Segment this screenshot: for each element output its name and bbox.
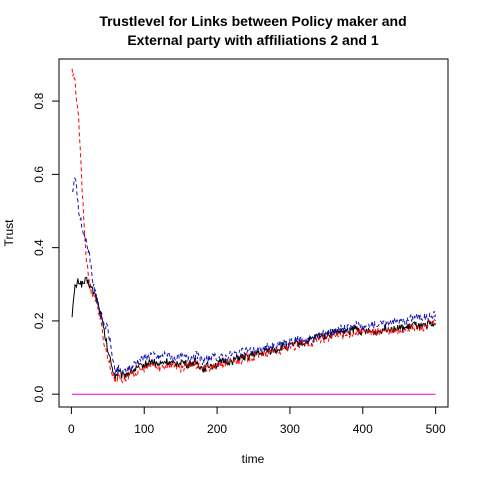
series-line-3 xyxy=(71,177,437,377)
y-axis: 0.0 0.2 0.4 0.6 0.8 xyxy=(32,92,60,403)
x-tick-label: 100 xyxy=(134,422,154,436)
chart-title-line-1: Trustlevel for Links between Policy make… xyxy=(99,13,406,29)
x-tick-label: 0 xyxy=(68,422,75,436)
x-axis-label: time xyxy=(242,452,265,466)
x-tick-label: 400 xyxy=(353,422,373,436)
x-tick-label: 300 xyxy=(280,422,300,436)
y-tick-label: 0.2 xyxy=(32,312,46,329)
x-tick-label: 500 xyxy=(426,422,446,436)
y-tick-label: 0.0 xyxy=(32,386,46,403)
series-layer xyxy=(71,68,437,395)
x-axis: 0 100 200 300 400 500 xyxy=(68,406,446,436)
y-tick-label: 0.6 xyxy=(32,166,46,183)
x-tick-label: 200 xyxy=(207,422,227,436)
y-tick-label: 0.4 xyxy=(32,239,46,256)
y-tick-label: 0.8 xyxy=(32,92,46,109)
y-axis-label: Trust xyxy=(2,219,16,247)
series-line-1 xyxy=(71,276,437,379)
chart-title-line-2: External party with affiliations 2 and 1 xyxy=(127,32,378,48)
series-line-2 xyxy=(71,68,437,384)
